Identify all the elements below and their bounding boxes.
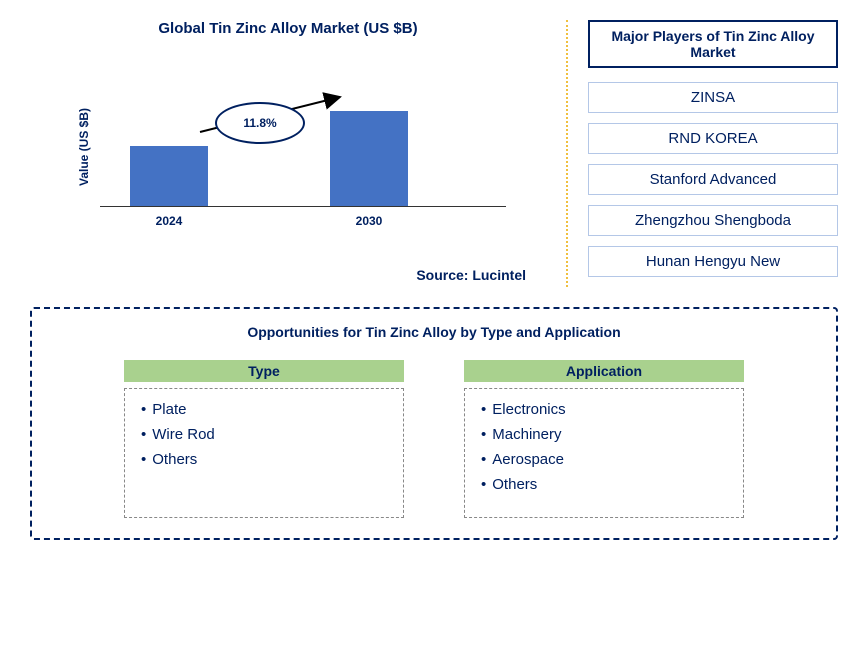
opportunity-column-type: Type •Plate •Wire Rod •Others [124, 360, 404, 518]
player-box: Zhengzhou Shengboda [588, 205, 838, 236]
bar-2024 [130, 146, 208, 206]
opportunity-list: •Electronics •Machinery •Aerospace •Others [464, 388, 744, 518]
bars-area: 11.8% 20242030 [100, 77, 506, 207]
opportunity-item: •Wire Rod [141, 426, 387, 443]
opportunities-panel: Opportunities for Tin Zinc Alloy by Type… [30, 307, 838, 540]
opportunities-columns: Type •Plate •Wire Rod •Others Application •El… [62, 360, 806, 518]
player-box: Hunan Hengyu New [588, 246, 838, 277]
opportunity-item: •Others [141, 451, 387, 468]
bar-chart: Value (US $B) 11.8% 20242030 [60, 57, 546, 237]
chart-title: Global Tin Zinc Alloy Market (US $B) [30, 20, 546, 37]
opportunities-title: Opportunities for Tin Zinc Alloy by Type… [62, 324, 806, 340]
growth-rate-label: 11.8% [243, 116, 276, 130]
player-box: RND KOREA [588, 123, 838, 154]
opportunity-item: •Electronics [481, 401, 727, 418]
opportunity-item: •Aerospace [481, 451, 727, 468]
opportunity-header: Application [464, 360, 744, 382]
players-header: Major Players of Tin Zinc Alloy Market [588, 20, 838, 68]
major-players-panel: Major Players of Tin Zinc Alloy Market Z… [568, 20, 838, 287]
growth-rate-ellipse: 11.8% [215, 102, 305, 144]
opportunity-item: •Others [481, 476, 727, 493]
opportunity-item: •Plate [141, 401, 387, 418]
players-list: ZINSA RND KOREA Stanford Advanced Zhengzhou… [588, 82, 838, 277]
opportunity-list: •Plate •Wire Rod •Others [124, 388, 404, 518]
bar-2030 [330, 111, 408, 206]
opportunity-header: Type [124, 360, 404, 382]
chart-panel: Global Tin Zinc Alloy Market (US $B) Val… [30, 20, 568, 287]
chart-source: Source: Lucintel [30, 267, 546, 283]
y-axis-label: Value (US $B) [77, 108, 91, 186]
player-box: Stanford Advanced [588, 164, 838, 195]
bar-label-2030: 2030 [330, 214, 408, 228]
player-box: ZINSA [588, 82, 838, 113]
opportunity-column-application: Application •Electronics •Machinery •Aerosp… [464, 360, 744, 518]
bar-label-2024: 2024 [130, 214, 208, 228]
opportunity-item: •Machinery [481, 426, 727, 443]
